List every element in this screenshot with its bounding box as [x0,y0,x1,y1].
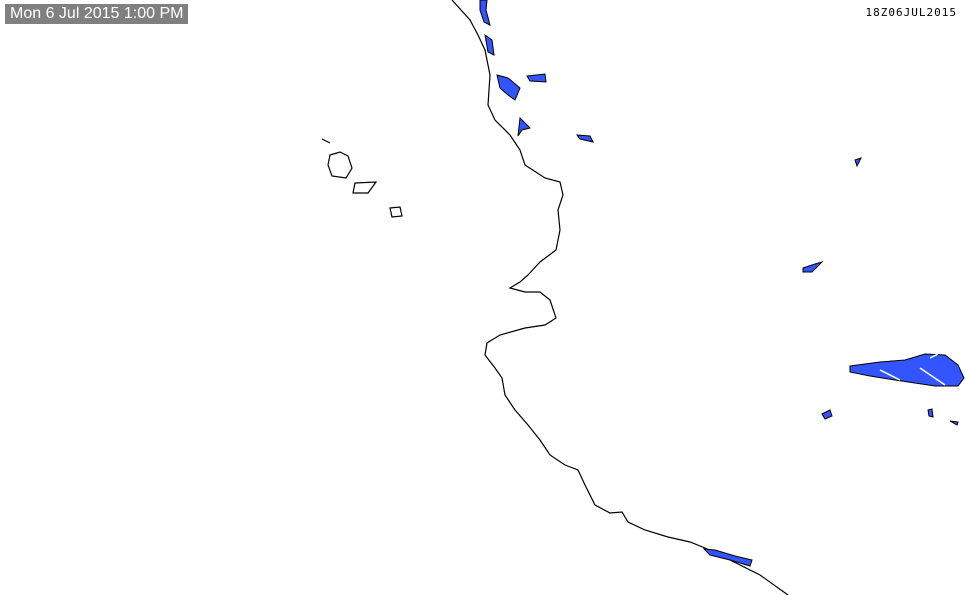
precip-area [821,409,833,420]
island [352,181,378,194]
island [327,151,353,179]
island [389,206,403,218]
precip-area [854,157,862,168]
island [321,138,331,144]
coastline [451,0,789,595]
precip-area [484,33,495,56]
precip-area [479,0,491,26]
precip-area [927,408,934,418]
precip-area [949,420,959,426]
precip-area [702,548,753,567]
precip-area [517,116,531,137]
valid-time-code: 18Z06JUL2015 [865,6,957,19]
precip-area [496,74,521,101]
precip-area [526,73,547,83]
precip-area [849,353,965,387]
precip-area [802,260,824,273]
timestamp-label: Mon 6 Jul 2015 1:00 PM [5,4,189,24]
precip-area [575,134,594,143]
